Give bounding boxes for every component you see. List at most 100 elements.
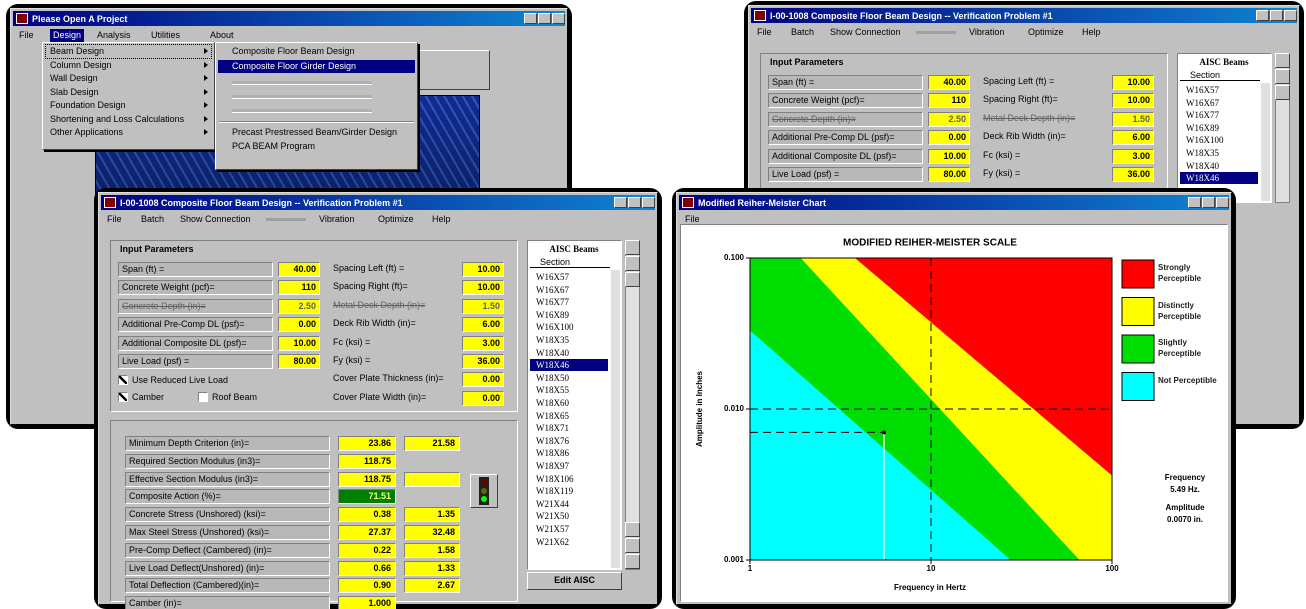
- param-value[interactable]: 10.00: [462, 262, 504, 277]
- param-value[interactable]: 10.00: [278, 335, 320, 351]
- menu-item[interactable]: Show Connection: [830, 27, 901, 37]
- list-item[interactable]: W16X89: [1186, 122, 1219, 133]
- list-item[interactable]: W18X71: [536, 423, 569, 434]
- list-item[interactable]: W18X55: [536, 385, 569, 396]
- param-value[interactable]: 0.00: [928, 130, 970, 146]
- list-item[interactable]: W16X100: [1186, 135, 1224, 146]
- scroll-button[interactable]: [625, 554, 640, 569]
- menu-entry[interactable]: Slab Design: [50, 86, 99, 97]
- scroll-button[interactable]: [625, 538, 640, 553]
- param-value[interactable]: 2.50: [928, 111, 970, 127]
- param-value[interactable]: 0.00: [278, 317, 320, 333]
- checkbox[interactable]: [198, 392, 208, 402]
- menu-item[interactable]: File: [685, 214, 700, 224]
- menu-item[interactable]: File: [107, 214, 122, 224]
- list-item[interactable]: W16X77: [1186, 110, 1219, 121]
- menu-item[interactable]: About: [210, 30, 234, 40]
- window-button[interactable]: [628, 197, 641, 208]
- menu-item[interactable]: Batch: [791, 27, 815, 37]
- list-item[interactable]: W18X119: [536, 486, 574, 497]
- param-value[interactable]: 2.50: [278, 298, 320, 314]
- scroll-button[interactable]: [625, 522, 640, 537]
- menu-entry[interactable]: Other Applications: [50, 127, 124, 137]
- checkbox-label[interactable]: Use Reduced Live Load: [132, 375, 229, 385]
- menu-entry[interactable]: Column Design: [50, 59, 112, 70]
- list-item[interactable]: W16X100: [536, 322, 574, 333]
- param-value[interactable]: 6.00: [462, 317, 504, 333]
- list-item[interactable]: W21X50: [536, 511, 569, 522]
- menu-item[interactable]: Vibration: [319, 214, 355, 224]
- window-button[interactable]: [614, 197, 627, 208]
- menu-entry[interactable]: Wall Design: [50, 73, 98, 83]
- edit-button[interactable]: Edit AISC: [527, 572, 622, 590]
- menu-entry[interactable]: Composite Floor Beam Design: [232, 46, 355, 56]
- param-value[interactable]: 80.00: [278, 354, 320, 369]
- scroll-button[interactable]: [625, 272, 640, 287]
- window-button[interactable]: [538, 13, 551, 24]
- list-item[interactable]: W21X62: [536, 536, 569, 547]
- param-value[interactable]: 0.00: [462, 390, 504, 406]
- param-value[interactable]: 110: [928, 93, 970, 109]
- list-item[interactable]: W18X46: [530, 359, 608, 372]
- param-value[interactable]: 36.00: [462, 354, 504, 369]
- window-button[interactable]: [1256, 10, 1269, 21]
- menu-item[interactable]: Optimize: [1028, 27, 1064, 37]
- list-item[interactable]: W18X46: [1180, 172, 1258, 185]
- param-value[interactable]: 40.00: [278, 262, 320, 277]
- menu-item[interactable]: Help: [1082, 27, 1101, 37]
- menu-entry[interactable]: PCA BEAM Program: [232, 141, 316, 151]
- menu-item[interactable]: Optimize: [378, 214, 414, 224]
- list-item[interactable]: W18X97: [536, 461, 569, 471]
- checkbox[interactable]: [118, 375, 128, 385]
- param-value[interactable]: 80.00: [928, 167, 970, 182]
- param-value[interactable]: 40.00: [928, 75, 970, 90]
- list-item[interactable]: W16X57: [536, 272, 569, 282]
- menu-item[interactable]: Help: [432, 214, 451, 224]
- list-item[interactable]: W18X40: [1186, 160, 1219, 171]
- list-item[interactable]: W18X65: [536, 410, 569, 421]
- list-item[interactable]: W16X77: [536, 297, 569, 308]
- param-value[interactable]: 3.00: [1112, 148, 1154, 164]
- param-value[interactable]: 6.00: [1112, 130, 1154, 146]
- window-button[interactable]: [1216, 197, 1229, 208]
- param-value[interactable]: 10.00: [1112, 75, 1154, 90]
- menu-entry[interactable]: Precast Prestressed Beam/Girder Design: [232, 127, 398, 137]
- menu-item[interactable]: File: [757, 27, 772, 37]
- param-value[interactable]: 3.00: [462, 335, 504, 351]
- menu-entry[interactable]: Beam Design: [45, 44, 212, 59]
- window-button[interactable]: [642, 197, 655, 208]
- list-item[interactable]: W18X76: [536, 435, 569, 446]
- window-button[interactable]: [1284, 10, 1297, 21]
- list-item[interactable]: W18X106: [536, 473, 574, 484]
- scroll-button[interactable]: [1275, 53, 1290, 68]
- scroll-button[interactable]: [625, 256, 640, 271]
- list-item[interactable]: W21X57: [536, 524, 569, 534]
- menu-item[interactable]: File: [19, 30, 34, 40]
- window-button[interactable]: [1188, 197, 1201, 208]
- list-item[interactable]: W18X86: [536, 448, 569, 459]
- checkbox[interactable]: [118, 392, 128, 402]
- list-item[interactable]: W18X35: [1186, 148, 1219, 158]
- list-item[interactable]: W16X57: [1186, 85, 1219, 95]
- menu-item[interactable]: Batch: [141, 214, 165, 224]
- menu-item[interactable]: Show Connection: [180, 214, 251, 224]
- menu-item[interactable]: Utilities: [151, 30, 181, 40]
- menu-item[interactable]: Vibration: [969, 27, 1005, 37]
- menu-item[interactable]: Analysis: [97, 30, 131, 40]
- param-value[interactable]: 110: [278, 280, 320, 296]
- list-item[interactable]: W16X67: [1186, 97, 1219, 108]
- param-value[interactable]: 36.00: [1112, 167, 1154, 182]
- menu-entry[interactable]: Shortening and Loss Calculations: [50, 113, 185, 124]
- param-value[interactable]: 10.00: [928, 148, 970, 164]
- checkbox-label[interactable]: Roof Beam: [212, 392, 258, 402]
- param-value[interactable]: 10.00: [1112, 93, 1154, 109]
- list-item[interactable]: W18X35: [536, 335, 569, 345]
- menu-entry[interactable]: Composite Floor Girder Design: [218, 60, 415, 73]
- param-value[interactable]: 1.50: [462, 298, 504, 314]
- list-item[interactable]: W18X40: [536, 347, 569, 358]
- window-button[interactable]: [1202, 197, 1215, 208]
- param-value[interactable]: 10.00: [462, 280, 504, 296]
- list-item[interactable]: W18X60: [536, 398, 569, 408]
- menu-entry[interactable]: Foundation Design: [50, 100, 126, 110]
- checkbox-label[interactable]: Camber: [132, 392, 165, 402]
